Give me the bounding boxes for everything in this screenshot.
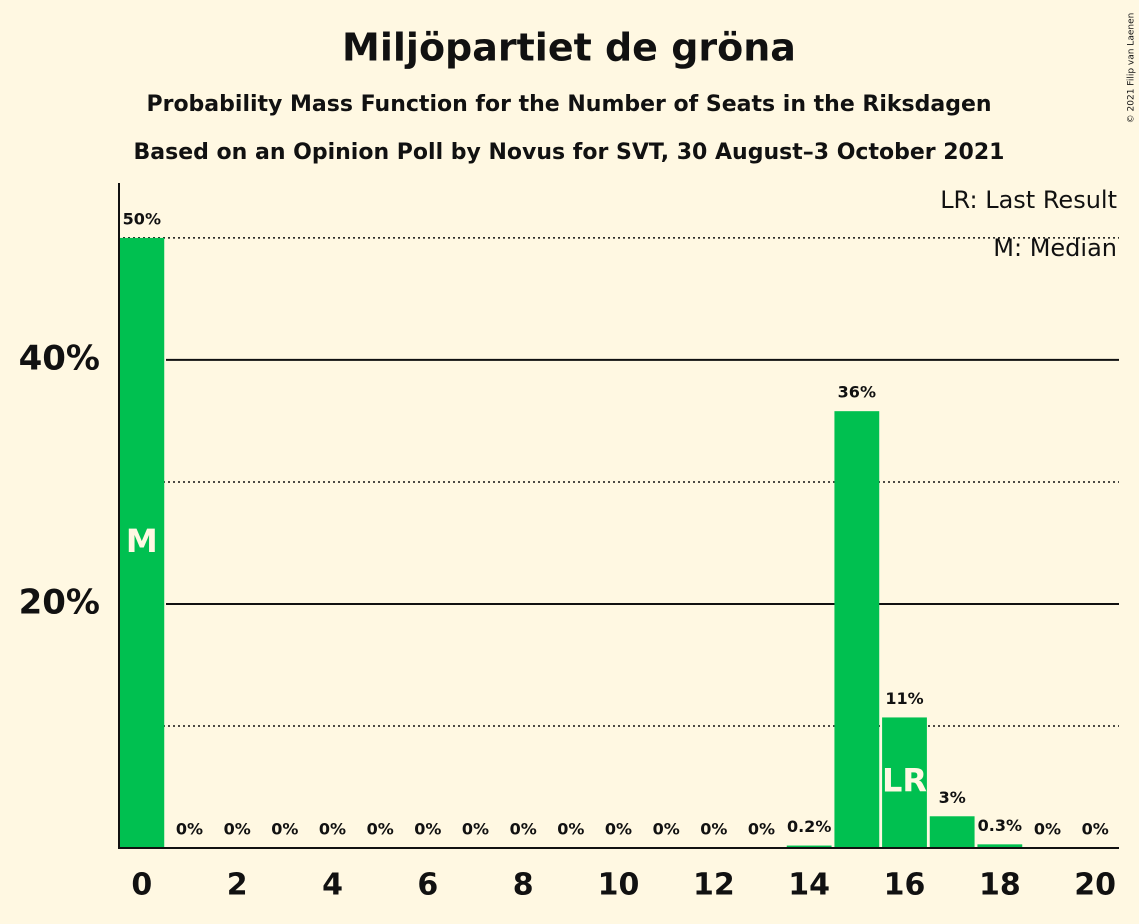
x-tick-label: 14	[788, 868, 830, 903]
value-label: 0%	[510, 820, 537, 839]
value-label: 0%	[557, 820, 584, 839]
value-label: 0%	[748, 820, 775, 839]
value-label: 0%	[605, 820, 632, 839]
value-label: 0%	[462, 820, 489, 839]
bar	[834, 411, 880, 848]
value-label: 3%	[939, 788, 966, 807]
value-label: 11%	[885, 689, 923, 708]
bar	[977, 844, 1023, 848]
x-tick-label: 10	[598, 868, 640, 903]
copyright: © 2021 Filip van Laenen	[1127, 13, 1137, 124]
annotation: LR	[882, 762, 927, 800]
value-label: 0%	[1082, 820, 1109, 839]
x-tick-label: 4	[322, 868, 343, 903]
bar	[119, 237, 165, 848]
x-tick-label: 16	[884, 868, 926, 903]
y-tick-label: 20%	[19, 582, 100, 622]
bar	[929, 816, 975, 848]
value-label: 0%	[224, 820, 251, 839]
legend-entry: LR: Last Result	[940, 186, 1117, 214]
value-label: 0%	[319, 820, 346, 839]
value-label: 0%	[176, 820, 203, 839]
value-label: 0%	[367, 820, 394, 839]
value-label: 0%	[653, 820, 680, 839]
value-label: 0.3%	[978, 816, 1022, 835]
value-label: 50%	[123, 209, 161, 228]
value-label: 0%	[700, 820, 727, 839]
value-label: 0%	[1034, 820, 1061, 839]
x-tick-label: 12	[693, 868, 735, 903]
chart-title: Miljöpartiet de gröna	[342, 26, 796, 70]
x-tick-label: 8	[513, 868, 534, 903]
x-tick-label: 18	[979, 868, 1021, 903]
chart-subtitle: Probability Mass Function for the Number…	[146, 92, 991, 117]
x-tick-label: 6	[417, 868, 438, 903]
annotation: M	[126, 522, 158, 560]
x-tick-label: 20	[1074, 868, 1116, 903]
chart-subtitle: Based on an Opinion Poll by Novus for SV…	[134, 140, 1005, 165]
value-label: 0%	[414, 820, 441, 839]
y-tick-label: 40%	[19, 338, 100, 378]
value-label: 0.2%	[787, 817, 831, 836]
x-tick-label: 2	[227, 868, 248, 903]
value-label: 36%	[838, 383, 876, 402]
bar	[786, 845, 832, 848]
bar	[882, 717, 927, 848]
legend-entry: M: Median	[993, 234, 1117, 262]
x-tick-label: 0	[131, 868, 152, 903]
value-label: 0%	[271, 820, 298, 839]
